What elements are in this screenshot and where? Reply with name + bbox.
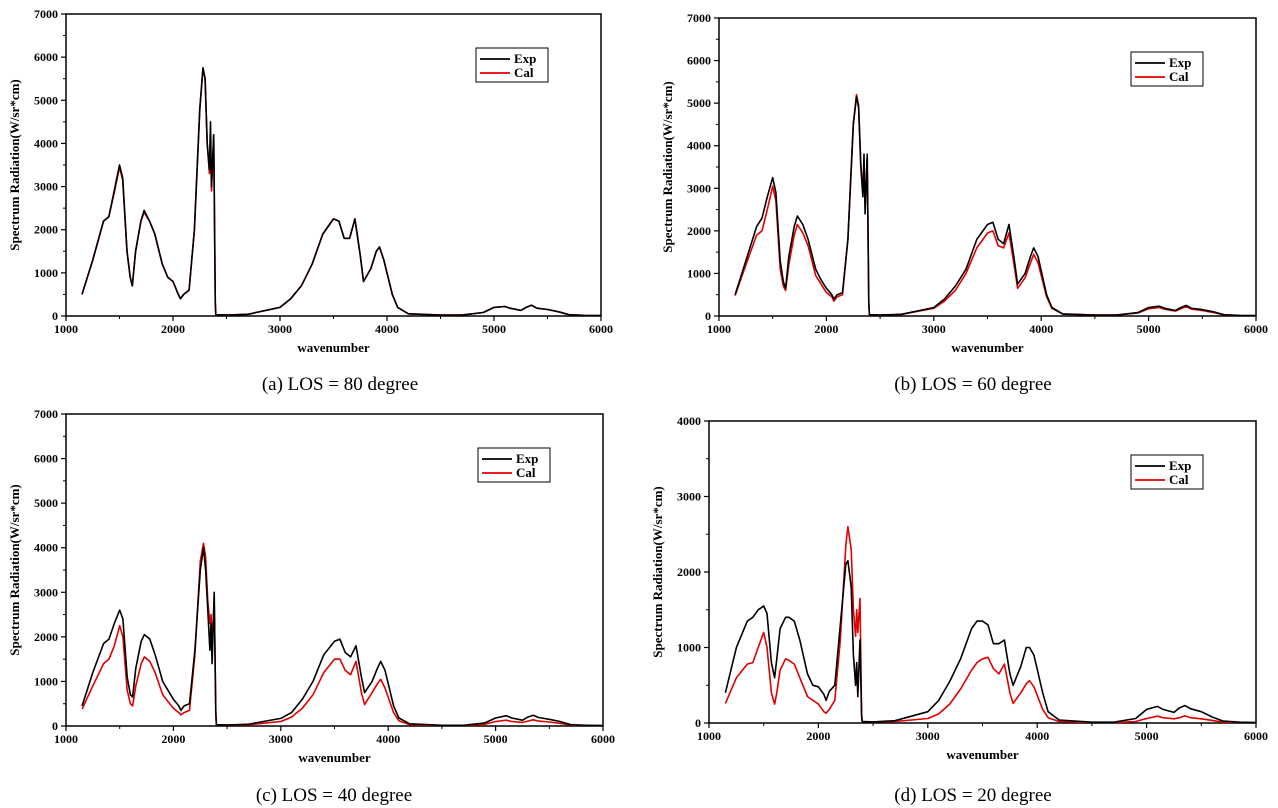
chart-panel-d: 1000 2000 3000 4000 5000 60000100020003000400… bbox=[650, 414, 1268, 762]
x-axis-title: wavenumber bbox=[951, 340, 1023, 355]
legend-label-cal: Cal bbox=[514, 65, 534, 80]
legend-box bbox=[1130, 454, 1204, 490]
y-tick-label: 7000 bbox=[34, 407, 58, 421]
x-tick-label: 6000 bbox=[589, 322, 613, 336]
caption-d: (d) LOS = 20 degree bbox=[894, 785, 1051, 806]
x-tick-label: 5000 bbox=[1135, 729, 1159, 743]
series-line-cal bbox=[81, 67, 601, 316]
y-tick-label: 7000 bbox=[34, 7, 58, 21]
series-line-cal bbox=[724, 525, 1256, 723]
legend-label-cal: Cal bbox=[1169, 69, 1189, 84]
y-tick-label: 3000 bbox=[34, 180, 58, 194]
x-tick-label: 2000 bbox=[161, 732, 185, 746]
x-tick-label: 3000 bbox=[269, 732, 293, 746]
legend-label-exp: Exp bbox=[516, 451, 538, 466]
caption-c: (c) LOS = 40 degree bbox=[256, 785, 412, 806]
x-tick-label: 4000 bbox=[375, 322, 399, 336]
legend-label-exp: Exp bbox=[1169, 458, 1191, 473]
y-tick-label: 1000 bbox=[677, 641, 701, 655]
y-axis-title: Spectrum Radiation(W/sr*cm) bbox=[7, 484, 22, 656]
x-axis-title: wavenumber bbox=[298, 750, 370, 765]
x-tick-label: 4000 bbox=[376, 732, 400, 746]
series-line-cal bbox=[81, 542, 603, 726]
y-axis-title: Spectrum Radiation(W/sr*cm) bbox=[650, 486, 665, 658]
x-tick-label: 5000 bbox=[482, 322, 506, 336]
y-tick-label: 1000 bbox=[34, 266, 58, 280]
x-tick-label: 6000 bbox=[591, 732, 615, 746]
legend-box bbox=[475, 47, 549, 83]
y-tick-label: 1000 bbox=[687, 266, 711, 280]
y-tick-label: 6000 bbox=[34, 452, 58, 466]
y-tick-label: 1000 bbox=[34, 674, 58, 688]
x-axis-title: wavenumber bbox=[297, 340, 369, 355]
x-tick-label: 5000 bbox=[484, 732, 508, 746]
x-tick-label: 2000 bbox=[161, 322, 185, 336]
chart-panel-b: 1000 2000 3000 4000 5000 60000100020003000400… bbox=[660, 11, 1268, 355]
y-tick-label: 5000 bbox=[34, 93, 58, 107]
x-axis-title: wavenumber bbox=[946, 747, 1018, 762]
series-line-exp bbox=[81, 546, 603, 726]
chart-panel-c: 1000 2000 3000 4000 5000 60000100020003000400… bbox=[7, 407, 615, 765]
legend-label-cal: Cal bbox=[1169, 472, 1189, 487]
y-tick-label: 4000 bbox=[34, 136, 58, 150]
y-axis-title: Spectrum Radiation(W/sr*cm) bbox=[7, 79, 22, 251]
y-tick-label: 3000 bbox=[34, 585, 58, 599]
x-tick-label: 3000 bbox=[268, 322, 292, 336]
series-line-cal bbox=[734, 93, 1256, 316]
y-tick-label: 2000 bbox=[34, 630, 58, 644]
x-tick-label: 3000 bbox=[922, 322, 946, 336]
y-tick-label: 0 bbox=[695, 716, 701, 730]
y-tick-label: 4000 bbox=[34, 541, 58, 555]
series-line-exp bbox=[81, 67, 601, 316]
y-tick-label: 3000 bbox=[677, 490, 701, 504]
caption-b: (b) LOS = 60 degree bbox=[894, 374, 1051, 395]
y-tick-label: 4000 bbox=[687, 139, 711, 153]
x-tick-label: 4000 bbox=[1025, 729, 1049, 743]
x-tick-label: 1000 bbox=[697, 729, 721, 743]
y-tick-label: 3000 bbox=[687, 181, 711, 195]
y-tick-label: 5000 bbox=[34, 496, 58, 510]
y-axis-title: Spectrum Radiation(W/sr*cm) bbox=[660, 81, 675, 253]
legend-box bbox=[1130, 51, 1204, 87]
x-tick-label: 6000 bbox=[1244, 729, 1268, 743]
legend-box bbox=[477, 447, 551, 483]
x-tick-label: 1000 bbox=[54, 322, 78, 336]
chart-panel-a: 1000 2000 3000 4000 5000 60000100020003000400… bbox=[7, 7, 613, 355]
x-tick-label: 5000 bbox=[1137, 322, 1161, 336]
legend-label-exp: Exp bbox=[1169, 55, 1191, 70]
x-tick-label: 2000 bbox=[806, 729, 830, 743]
x-tick-label: 1000 bbox=[707, 322, 731, 336]
caption-a: (a) LOS = 80 degree bbox=[262, 374, 418, 395]
x-tick-label: 2000 bbox=[814, 322, 838, 336]
legend-label-cal: Cal bbox=[516, 465, 536, 480]
legend-label-exp: Exp bbox=[514, 51, 536, 66]
series-line-exp bbox=[724, 559, 1256, 723]
y-tick-label: 7000 bbox=[687, 11, 711, 25]
y-tick-label: 0 bbox=[705, 309, 711, 323]
x-tick-label: 3000 bbox=[916, 729, 940, 743]
y-tick-label: 0 bbox=[52, 719, 58, 733]
y-tick-label: 0 bbox=[52, 309, 58, 323]
y-tick-label: 6000 bbox=[687, 54, 711, 68]
x-tick-label: 4000 bbox=[1029, 322, 1053, 336]
x-tick-label: 1000 bbox=[54, 732, 78, 746]
y-tick-label: 6000 bbox=[34, 50, 58, 64]
x-tick-label: 6000 bbox=[1244, 322, 1268, 336]
y-tick-label: 4000 bbox=[677, 414, 701, 428]
y-tick-label: 2000 bbox=[34, 223, 58, 237]
y-tick-label: 2000 bbox=[687, 224, 711, 238]
series-line-exp bbox=[734, 96, 1256, 316]
y-tick-label: 5000 bbox=[687, 96, 711, 110]
y-tick-label: 2000 bbox=[677, 565, 701, 579]
